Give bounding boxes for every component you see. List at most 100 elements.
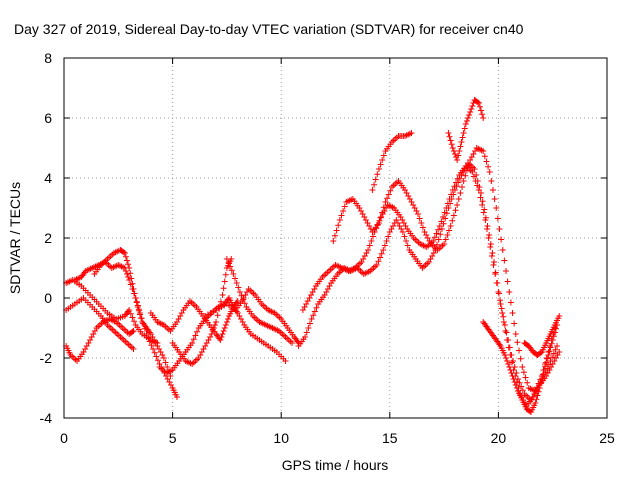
data-point xyxy=(403,238,410,244)
data-point xyxy=(449,217,456,224)
data-point xyxy=(479,198,486,205)
data-point xyxy=(489,187,496,193)
data-point xyxy=(502,328,509,334)
data-point xyxy=(130,286,137,292)
data-point xyxy=(448,191,455,198)
data-point xyxy=(465,162,472,169)
data-point xyxy=(520,369,527,376)
data-point xyxy=(192,332,199,339)
data-point xyxy=(505,361,512,367)
data-point xyxy=(214,312,221,319)
data-point xyxy=(533,396,540,403)
data-point xyxy=(506,289,513,295)
data-point xyxy=(518,383,525,390)
x-tick-label: 0 xyxy=(60,430,68,446)
data-point xyxy=(153,353,160,360)
data-point xyxy=(462,121,469,127)
y-axis-label: SDTVAR / TECUs xyxy=(7,182,23,294)
data-point xyxy=(491,196,498,202)
data-point xyxy=(486,169,493,175)
data-point xyxy=(308,316,315,322)
data-point xyxy=(485,235,492,241)
data-point xyxy=(189,340,196,346)
chart-title: Day 327 of 2019, Sidereal Day-to-day VTE… xyxy=(14,21,524,37)
data-point xyxy=(549,354,556,361)
data-point xyxy=(131,318,138,325)
data-point xyxy=(507,299,514,306)
data-point xyxy=(497,297,504,304)
data-point xyxy=(446,196,453,202)
data-point xyxy=(210,325,217,331)
data-point xyxy=(497,301,504,307)
data-point xyxy=(382,199,389,205)
data-point xyxy=(125,274,132,280)
data-point xyxy=(532,400,539,406)
data-point xyxy=(384,195,391,202)
data-point xyxy=(126,307,133,313)
data-point xyxy=(544,355,551,362)
data-point xyxy=(121,250,128,256)
data-point xyxy=(129,280,136,287)
data-point xyxy=(447,137,454,144)
data-point xyxy=(436,223,443,229)
data-point xyxy=(305,325,312,331)
data-point xyxy=(122,253,129,260)
data-point xyxy=(498,236,505,243)
data-point xyxy=(126,265,133,271)
data-point xyxy=(459,184,466,190)
data-point xyxy=(369,233,376,240)
series-track-8 xyxy=(169,256,235,367)
data-point xyxy=(449,187,456,193)
data-point xyxy=(495,289,502,295)
data-point xyxy=(145,334,152,341)
data-point xyxy=(510,358,517,364)
data-point xyxy=(330,238,337,244)
series-track-5 xyxy=(63,295,137,352)
y-tick-label: -4 xyxy=(40,410,53,426)
data-point xyxy=(507,367,514,373)
data-point xyxy=(461,125,468,132)
data-point xyxy=(135,307,142,314)
data-point xyxy=(481,206,488,213)
data-point xyxy=(488,253,495,259)
data-point xyxy=(454,157,461,163)
data-point xyxy=(487,241,494,247)
data-point xyxy=(194,328,201,335)
data-point xyxy=(508,352,515,358)
data-point xyxy=(481,153,488,160)
data-point xyxy=(138,315,145,322)
data-point xyxy=(133,299,140,306)
data-point xyxy=(419,224,426,231)
data-point xyxy=(365,247,372,253)
data-point xyxy=(449,145,456,151)
data-point xyxy=(385,233,392,240)
data-point xyxy=(516,347,523,354)
x-tick-label: 10 xyxy=(273,430,289,446)
data-point xyxy=(443,205,450,211)
data-point xyxy=(219,331,226,337)
data-point xyxy=(534,392,541,399)
series-track-14 xyxy=(369,130,415,193)
data-point xyxy=(340,208,347,214)
data-point xyxy=(549,337,556,343)
data-point xyxy=(545,352,552,358)
data-point xyxy=(303,329,310,336)
data-point xyxy=(445,227,452,234)
data-point xyxy=(381,242,388,249)
data-markers xyxy=(63,97,563,415)
data-point xyxy=(146,338,153,345)
data-point xyxy=(150,346,157,352)
data-point xyxy=(220,328,227,334)
data-point xyxy=(509,310,516,316)
data-point xyxy=(474,99,481,106)
data-point xyxy=(302,334,309,340)
data-point xyxy=(469,103,476,109)
data-point xyxy=(366,242,373,249)
data-point xyxy=(453,179,460,186)
data-point xyxy=(123,271,130,277)
data-point xyxy=(458,139,465,145)
data-point xyxy=(151,349,158,356)
data-point xyxy=(501,322,508,328)
data-point xyxy=(513,385,520,391)
